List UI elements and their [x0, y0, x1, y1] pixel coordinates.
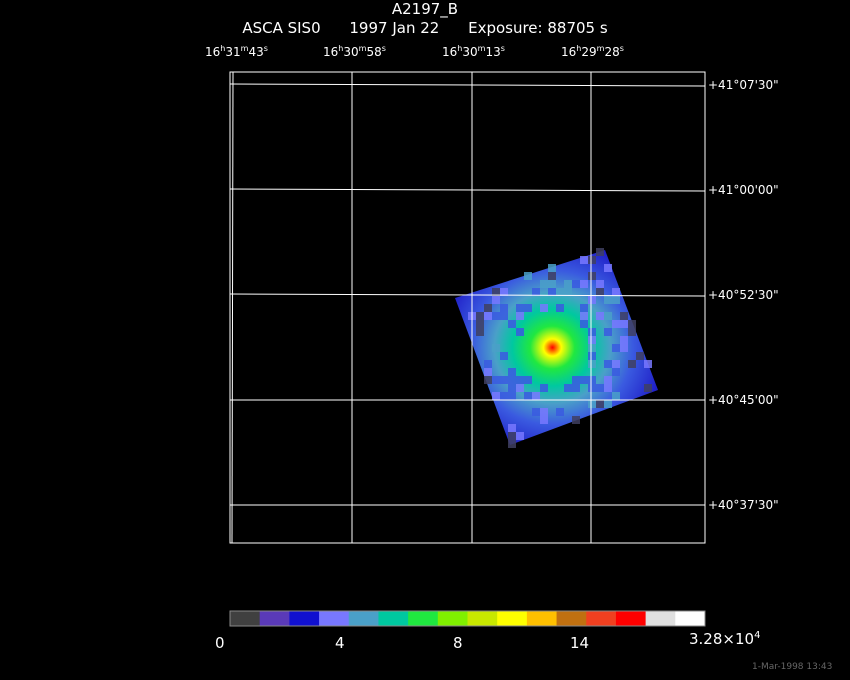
dec-label-2: +41°00'00": [708, 183, 779, 197]
ra-label-4: 16h29m28s: [561, 44, 624, 59]
colorbar-swatch: [645, 611, 676, 626]
colorbar-swatch: [497, 611, 528, 626]
colorbar-swatch: [586, 611, 617, 626]
colorbar-swatch: [408, 611, 439, 626]
colorbar-tick-8: 8: [453, 634, 463, 652]
ra-label-1: 16h31m43s: [205, 44, 268, 59]
ra-label-3: 16h30m13s: [442, 44, 505, 59]
colorbar-swatch: [437, 611, 468, 626]
colorbar-swatch: [319, 611, 350, 626]
colorbar-swatch: [526, 611, 558, 626]
plot-frame: [229, 71, 706, 544]
colorbar-tick-0: 0: [215, 634, 225, 652]
colorbar-swatch: [348, 611, 379, 626]
exposure-label: Exposure: 88705 s: [468, 19, 608, 37]
coordinate-grid: [229, 71, 706, 544]
colorbar-swatch: [556, 611, 587, 626]
colorbar-swatch: [230, 611, 261, 626]
instrument-label: ASCA SIS0: [242, 19, 321, 37]
dec-label-5: +40°37'30": [708, 498, 779, 512]
observation-info: ASCA SIS0 1997 Jan 22 Exposure: 88705 s: [0, 19, 850, 37]
colorbar-swatch: [675, 611, 706, 626]
dec-label-4: +40°45'00": [708, 393, 779, 407]
colorbar-swatch: [289, 611, 320, 626]
dec-label-3: +40°52'30": [708, 288, 779, 302]
colorbar-swatch: [467, 611, 498, 626]
image-title: A2197_B: [391, 0, 459, 18]
timestamp: 1-Mar-1998 13:43: [752, 662, 833, 672]
colorbar-swatch: [615, 611, 647, 626]
colorbar-frame: [229, 610, 706, 627]
observation-date: 1997 Jan 22: [349, 19, 440, 37]
ra-label-2: 16h30m58s: [323, 44, 386, 59]
colorbar-tick-14: 14: [570, 634, 590, 652]
colorbar-max-label: 3.28×104: [689, 630, 761, 648]
colorbar-swatch: [378, 611, 409, 626]
detector-image: [455, 248, 658, 448]
pixel-noise: [468, 248, 652, 448]
colorbar: [230, 611, 706, 626]
dec-label-1: +41°07'30": [708, 78, 779, 92]
colorbar-swatch: [259, 611, 290, 626]
colorbar-tick-4: 4: [335, 634, 345, 652]
